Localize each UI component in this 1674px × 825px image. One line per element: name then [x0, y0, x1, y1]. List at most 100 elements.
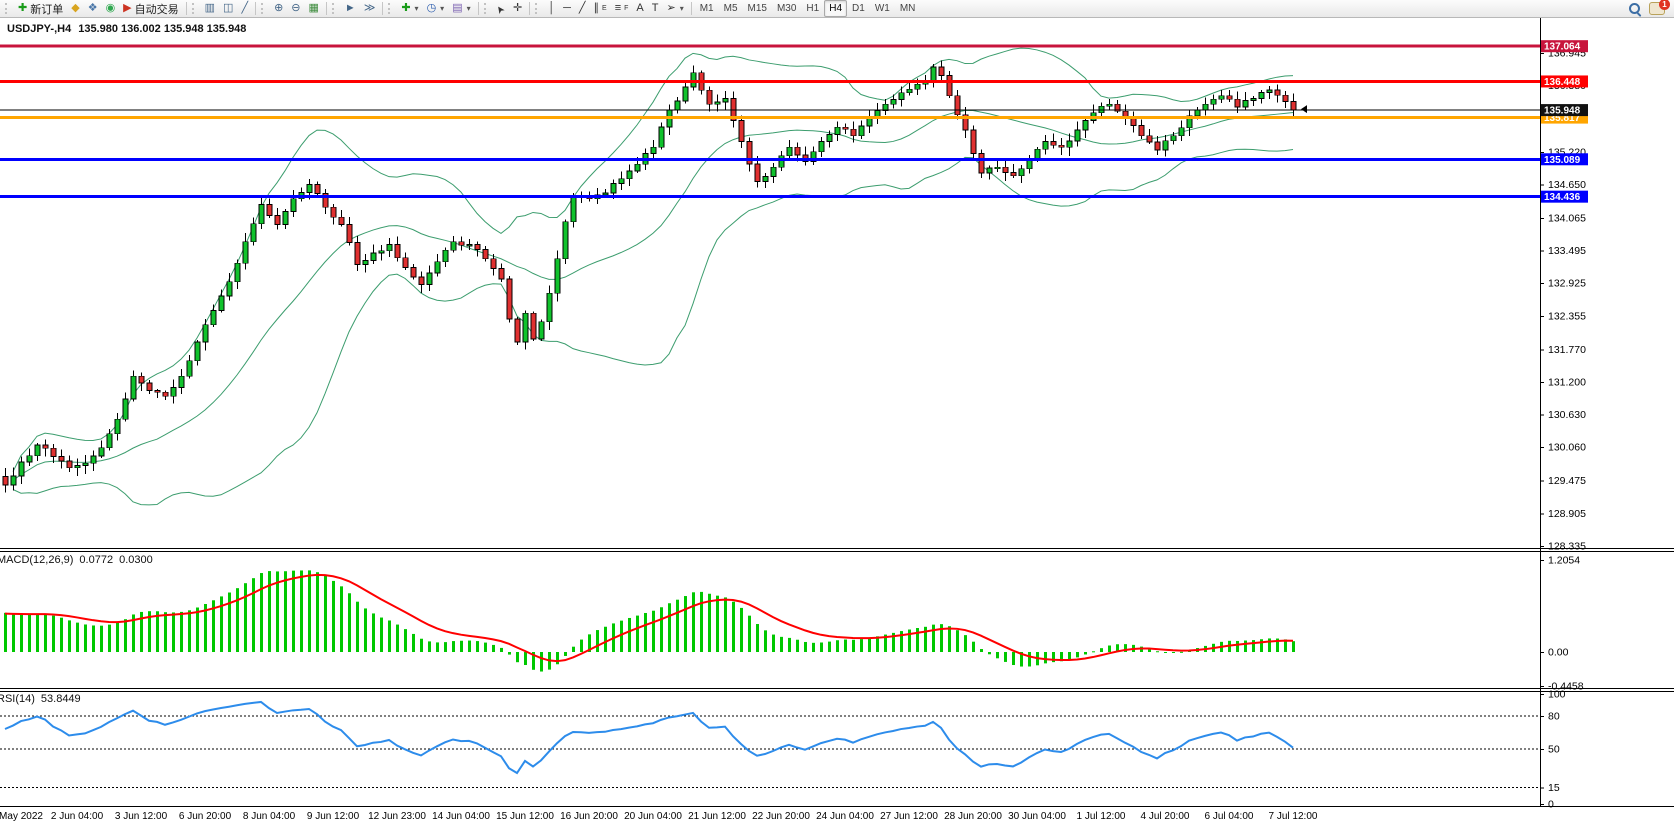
- bar-chart-button[interactable]: ▥: [201, 0, 219, 18]
- equidistant-channel-button[interactable]: ∥ E: [590, 0, 611, 18]
- rsi-line: [4, 700, 1294, 775]
- macd-histogram-bar: [596, 630, 599, 652]
- candle-bullish: [74, 465, 81, 469]
- chart-shift-button[interactable]: ≫: [360, 0, 380, 18]
- macd-histogram-bar: [1236, 640, 1239, 652]
- timeframe-button-M5[interactable]: M5: [723, 3, 738, 14]
- fibonacci-button[interactable]: ≡ F: [611, 0, 633, 18]
- line-chart-button[interactable]: ╱: [237, 0, 252, 18]
- macd-histogram-bar: [60, 617, 63, 652]
- search-icon[interactable]: [1629, 2, 1642, 17]
- text-label-button[interactable]: T: [648, 0, 663, 18]
- macd-histogram-bar: [692, 592, 695, 652]
- date-axis-label: 6 Jun 20:00: [179, 811, 232, 822]
- timeframe-button-MN[interactable]: MN: [899, 3, 916, 14]
- horizontal-line-button[interactable]: ─: [559, 0, 575, 18]
- macd-histogram-bar: [860, 639, 863, 652]
- drawing-group: │ ─ ╱ ∥ E ≡ F A T ➢ ▾: [544, 0, 687, 17]
- macd-histogram-bar: [540, 652, 543, 672]
- zoom-out-button[interactable]: ⊖: [287, 0, 304, 18]
- macd-histogram-bar: [1012, 652, 1015, 666]
- mql5-community-button[interactable]: ❖: [84, 0, 102, 18]
- candle-bullish: [994, 166, 1001, 170]
- arrows-button[interactable]: ➢ ▾: [662, 0, 687, 18]
- candle-bullish: [1034, 148, 1041, 160]
- text-button[interactable]: A: [632, 0, 647, 18]
- price-tick-label: 132.925: [1548, 278, 1586, 290]
- timeframe-button-H1[interactable]: H1: [806, 3, 820, 14]
- candle-bullish: [90, 455, 97, 464]
- candle-bullish: [570, 195, 577, 223]
- price-tick-label: 131.200: [1548, 376, 1586, 388]
- macd-histogram-bar: [460, 640, 463, 652]
- candle-bearish: [954, 95, 961, 116]
- candle-bearish: [730, 98, 737, 121]
- macd-histogram-bar: [300, 570, 303, 652]
- date-axis-label: 3 Jun 12:00: [115, 811, 168, 822]
- tile-windows-button[interactable]: ▦: [305, 0, 323, 18]
- candlestick-button[interactable]: ◫: [219, 0, 237, 18]
- candle-bearish: [1114, 103, 1121, 112]
- indicators-button[interactable]: ✚ ▾: [397, 0, 422, 18]
- candle-bullish: [378, 250, 385, 254]
- current-price-badge-bg: [1541, 104, 1588, 117]
- timeframe-button-D1[interactable]: D1: [852, 3, 865, 14]
- equidistant-channel-sub-label: E: [602, 5, 607, 12]
- macd-histogram-bar: [1116, 644, 1119, 652]
- candle-bullish: [1066, 140, 1073, 148]
- timeframe-button-H4[interactable]: H4: [824, 0, 848, 17]
- cursor-button[interactable]: ➤: [493, 0, 509, 18]
- date-axis-label: 4 Jul 20:00: [1141, 811, 1190, 822]
- candle-bullish: [1162, 140, 1169, 151]
- candle-bearish: [346, 224, 353, 243]
- periods-button[interactable]: ◷ ▾: [423, 0, 449, 18]
- auto-scroll-button[interactable]: ►: [341, 0, 360, 18]
- macd-histogram-bar: [764, 630, 767, 652]
- price-badge-137064-bg: [1541, 40, 1588, 53]
- crosshair-icon: ✛: [513, 2, 523, 14]
- line-chart-icon: ╱: [241, 2, 249, 14]
- macd-histogram-bar: [212, 600, 215, 652]
- candle-bullish: [858, 125, 865, 137]
- candle-bearish: [66, 460, 73, 469]
- templates-button[interactable]: ▤ ▾: [448, 0, 474, 18]
- candle-bearish: [938, 66, 945, 76]
- timeframe-button-W1[interactable]: W1: [874, 3, 890, 14]
- candle-bullish: [258, 204, 265, 225]
- macd-histogram-bar: [988, 652, 991, 655]
- trendline-button[interactable]: ╱: [575, 0, 590, 18]
- vertical-line-button[interactable]: │: [544, 0, 559, 18]
- timeframe-button-M15[interactable]: M15: [747, 3, 767, 14]
- candle-bullish: [1258, 92, 1265, 99]
- candle-bullish: [786, 146, 793, 157]
- candle-bearish: [506, 278, 513, 320]
- autotrading-button-label: 自动交易: [134, 3, 179, 16]
- crosshair-button[interactable]: ✛: [509, 0, 526, 18]
- macd-histogram-bar: [924, 626, 927, 652]
- macd-histogram-bar: [668, 603, 671, 652]
- macd-histogram-bar: [1148, 648, 1151, 652]
- candle-bearish: [1138, 125, 1145, 137]
- candle-bullish: [722, 98, 729, 103]
- autotrading-button[interactable]: ▶ 自动交易: [119, 0, 182, 18]
- macd-histogram-bar: [156, 611, 159, 652]
- auto-scroll-icon: ►: [344, 2, 356, 14]
- macd-histogram-bar: [868, 637, 871, 652]
- price-tick-label: 131.770: [1548, 344, 1586, 356]
- market-depth-button[interactable]: ◆: [67, 0, 83, 18]
- signals-button[interactable]: ◉: [102, 0, 120, 18]
- zoom-out-icon: ⊖: [291, 2, 301, 14]
- candle-bullish: [1202, 103, 1209, 111]
- macd-histogram-bar: [100, 625, 103, 652]
- timeframe-button-M1[interactable]: M1: [699, 3, 714, 14]
- new-order-button[interactable]: ✚ 新订单: [14, 0, 67, 18]
- candle-bullish: [1250, 98, 1257, 101]
- price-badge-136448: 136.448: [1544, 77, 1581, 88]
- timeframe-button-M30[interactable]: M30: [776, 3, 797, 14]
- zoom-in-button[interactable]: ⊕: [270, 0, 287, 18]
- candle-bullish: [1194, 109, 1201, 117]
- notifications-icon[interactable]: 1: [1649, 0, 1670, 15]
- toolbar-separator: [255, 2, 257, 15]
